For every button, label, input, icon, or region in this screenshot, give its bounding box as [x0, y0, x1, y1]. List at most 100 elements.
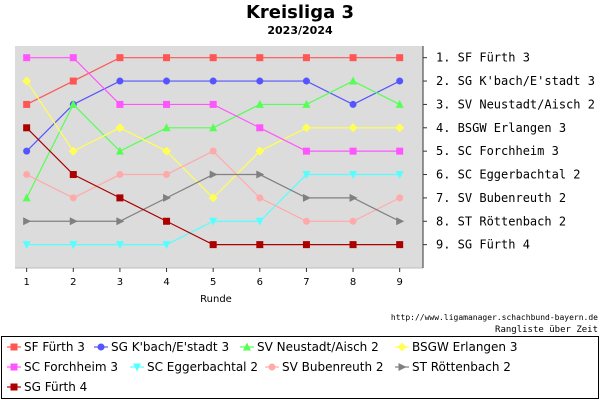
- series-layer: [22, 54, 405, 250]
- legend-marker: [398, 363, 407, 371]
- data-point: [163, 54, 171, 62]
- data-point: [22, 193, 31, 202]
- rank-label: 5. SC Forchheim 3: [436, 144, 559, 158]
- data-point: [163, 193, 172, 202]
- legend-label: SV Bubenreuth 2: [282, 360, 384, 374]
- data-point: [115, 123, 125, 133]
- legend-marker: [10, 383, 18, 391]
- legend-label: SG K'bach/E'stadt 3: [111, 340, 229, 354]
- source-url: http://www.ligamanager.schachbund-bayern…: [391, 313, 598, 322]
- data-point: [69, 194, 77, 202]
- series-3: [22, 76, 404, 202]
- data-point: [23, 54, 31, 62]
- data-point: [302, 99, 311, 108]
- legend-marker: [397, 342, 407, 352]
- data-point: [256, 194, 264, 202]
- data-point: [163, 77, 171, 85]
- data-point: [302, 77, 310, 85]
- chart-title: Kreisliga 3: [246, 2, 354, 23]
- data-point: [349, 147, 357, 155]
- data-point: [22, 241, 31, 250]
- data-point: [116, 54, 124, 62]
- data-point: [209, 170, 218, 179]
- legend-label: SC Eggerbachtal 2: [147, 360, 258, 374]
- data-point: [163, 217, 171, 225]
- legend-marker: [10, 363, 18, 371]
- rank-label: 8. ST Röttenbach 2: [436, 214, 566, 228]
- data-point: [396, 77, 404, 85]
- x-tick-label: 6: [257, 277, 263, 288]
- x-tick-label: 2: [70, 277, 76, 288]
- data-point: [209, 123, 218, 132]
- data-point: [255, 99, 264, 108]
- data-point: [68, 146, 78, 156]
- data-point: [349, 171, 358, 180]
- data-point: [396, 194, 404, 202]
- ranking-axis: 1. SF Fürth 3 2. SG K'bach/E'stadt 3 3. SV…: [423, 51, 595, 252]
- data-point: [23, 100, 31, 108]
- data-point: [69, 171, 77, 179]
- data-point: [256, 54, 264, 62]
- data-point: [69, 217, 78, 226]
- data-point: [115, 241, 124, 250]
- legend-label: SG Fürth 4: [24, 380, 87, 394]
- legend-marker: [243, 342, 251, 351]
- data-point: [209, 54, 217, 62]
- data-point: [302, 217, 310, 225]
- legend-label: SV Neustadt/Aisch 2: [257, 340, 379, 354]
- rank-label: 9. SG Fürth 4: [436, 238, 530, 252]
- data-point: [395, 171, 404, 180]
- legend-label: SF Fürth 3: [24, 340, 85, 354]
- rank-label: 3. SV Neustadt/Aisch 2: [436, 97, 595, 111]
- series-9: [23, 124, 404, 249]
- data-point: [69, 241, 78, 250]
- rank-label: 7. SV Bubenreuth 2: [436, 191, 566, 205]
- data-point: [349, 241, 357, 249]
- data-point: [209, 241, 217, 249]
- data-point: [209, 100, 217, 108]
- data-point: [23, 171, 31, 179]
- data-point: [116, 100, 124, 108]
- legend-marker: [133, 363, 141, 372]
- legend-item: SC Forchheim 3: [7, 360, 118, 374]
- data-point: [208, 193, 218, 203]
- series-8: [23, 170, 405, 226]
- data-point: [396, 147, 404, 155]
- data-point: [69, 77, 77, 85]
- series-7: [23, 147, 404, 225]
- data-point: [69, 99, 78, 108]
- series-2: [23, 77, 404, 155]
- data-point: [301, 123, 311, 133]
- data-point: [302, 54, 310, 62]
- x-tick-label: 5: [210, 277, 216, 288]
- x-tick-label: 1: [23, 277, 29, 288]
- data-point: [23, 217, 32, 226]
- data-point: [116, 77, 124, 85]
- legend-label: BSGW Erlangen 3: [412, 340, 517, 354]
- data-point: [396, 54, 404, 62]
- data-point: [256, 241, 264, 249]
- legend-marker: [268, 363, 276, 371]
- rank-label: 4. BSGW Erlangen 3: [436, 121, 566, 135]
- chart-caption: Rangliste über Zeit: [495, 325, 598, 335]
- data-point: [69, 54, 77, 62]
- data-point: [256, 170, 265, 179]
- rank-label: 6. SC Eggerbachtal 2: [436, 168, 581, 182]
- data-point: [349, 76, 358, 85]
- x-axis-ticks: 1 2 3 4 5 6 7 8 9: [23, 268, 403, 288]
- data-point: [349, 100, 357, 108]
- legend-item: SC Eggerbachtal 2: [130, 360, 258, 374]
- data-point: [23, 147, 31, 155]
- data-point: [163, 100, 171, 108]
- data-point: [209, 147, 217, 155]
- data-point: [349, 193, 358, 202]
- data-point: [349, 54, 357, 62]
- data-point: [162, 241, 171, 250]
- data-point: [209, 77, 217, 85]
- legend-label: SC Forchheim 3: [24, 360, 118, 374]
- data-point: [302, 171, 311, 180]
- data-point: [116, 194, 124, 202]
- data-point: [255, 146, 265, 156]
- data-point: [302, 193, 311, 202]
